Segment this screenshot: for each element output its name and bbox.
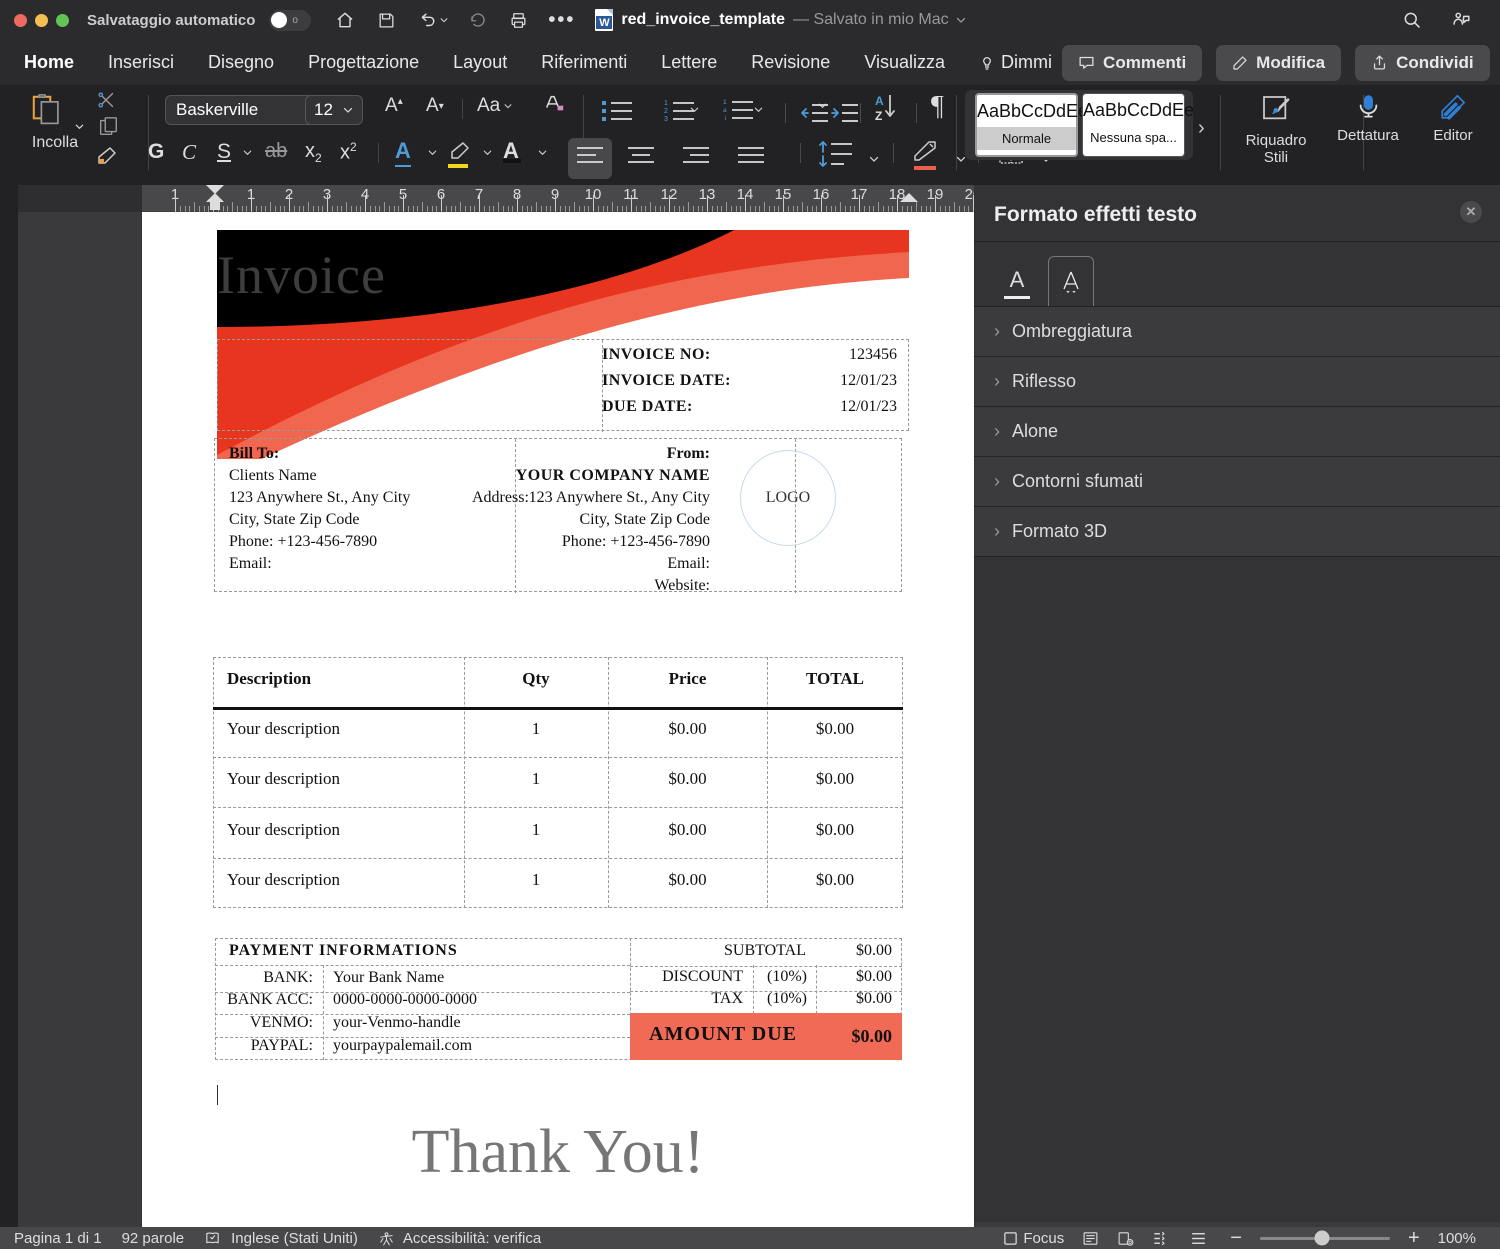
svg-text:1: 1 xyxy=(723,99,727,106)
svg-text:Z: Z xyxy=(875,109,882,123)
svg-text:3: 3 xyxy=(664,116,668,123)
svg-text:A: A xyxy=(875,94,884,108)
svg-text:a: a xyxy=(723,107,727,114)
svg-text:2: 2 xyxy=(664,108,668,115)
svg-text:1: 1 xyxy=(664,100,668,107)
svg-text:i: i xyxy=(725,115,726,122)
